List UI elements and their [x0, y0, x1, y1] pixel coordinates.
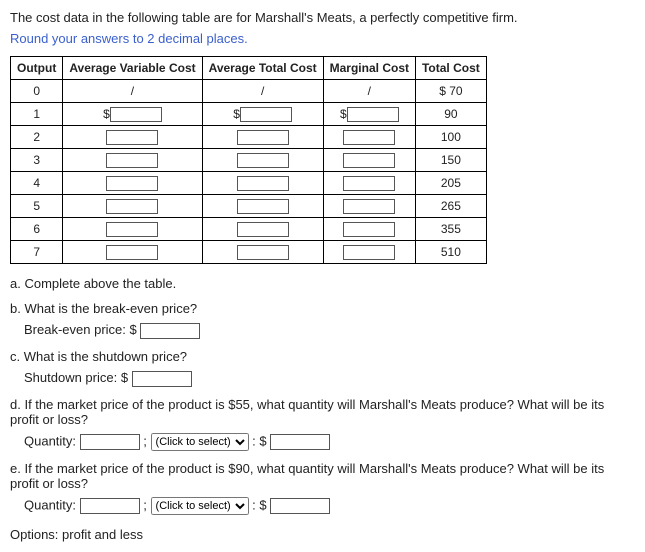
shutdown-label: Shutdown price: $ — [24, 370, 128, 385]
quantity-label: Quantity: — [24, 433, 76, 448]
colon-dollar: : $ — [252, 497, 266, 512]
mc-input[interactable] — [343, 176, 395, 191]
atc-input[interactable] — [237, 176, 289, 191]
part-a: a. Complete above the table. — [10, 276, 635, 291]
tc-cell: 510 — [415, 241, 486, 264]
mc-input[interactable] — [343, 130, 395, 145]
tc-cell: 355 — [415, 218, 486, 241]
output-cell: 2 — [11, 126, 63, 149]
mc-input[interactable] — [347, 107, 399, 122]
table-row: 6 355 — [11, 218, 487, 241]
table-row: 5 265 — [11, 195, 487, 218]
part-d: d. If the market price of the product is… — [10, 397, 635, 427]
mc-input[interactable] — [343, 199, 395, 214]
output-cell: 3 — [11, 149, 63, 172]
quantity-e-input[interactable] — [80, 498, 140, 514]
output-cell: 5 — [11, 195, 63, 218]
cost-table: Output Average Variable Cost Average Tot… — [10, 56, 487, 264]
col-output: Output — [11, 57, 63, 80]
quantity-d-input[interactable] — [80, 434, 140, 450]
options-footer: Options: profit and less — [10, 527, 635, 542]
avc-input[interactable] — [106, 153, 158, 168]
output-cell: 6 — [11, 218, 63, 241]
avc-input[interactable] — [106, 176, 158, 191]
break-even-label: Break-even price: $ — [24, 322, 137, 337]
avc-input[interactable] — [106, 199, 158, 214]
dollar-sign: $ — [103, 107, 110, 121]
avc-cell: / — [63, 80, 202, 103]
profit-loss-e-select[interactable]: (Click to select) — [151, 497, 249, 515]
colon-dollar: : $ — [252, 433, 266, 448]
atc-input[interactable] — [237, 130, 289, 145]
semi: ; — [143, 433, 147, 448]
avc-input[interactable] — [110, 107, 162, 122]
shutdown-input[interactable] — [132, 371, 192, 387]
table-row: 4 205 — [11, 172, 487, 195]
table-row: 3 150 — [11, 149, 487, 172]
break-even-input[interactable] — [140, 323, 200, 339]
col-avc: Average Variable Cost — [63, 57, 202, 80]
tc-cell: 205 — [415, 172, 486, 195]
mc-input[interactable] — [343, 245, 395, 260]
mc-input[interactable] — [343, 153, 395, 168]
rounding-instruction: Round your answers to 2 decimal places. — [10, 31, 635, 46]
tc-cell: 150 — [415, 149, 486, 172]
amount-e-input[interactable] — [270, 498, 330, 514]
dollar-sign: $ — [233, 107, 240, 121]
output-cell: 1 — [11, 103, 63, 126]
col-tc: Total Cost — [415, 57, 486, 80]
semi: ; — [143, 497, 147, 512]
amount-d-input[interactable] — [270, 434, 330, 450]
dollar-sign: $ — [340, 107, 347, 121]
table-row: 2 100 — [11, 126, 487, 149]
avc-input[interactable] — [106, 245, 158, 260]
intro-text: The cost data in the following table are… — [10, 10, 635, 25]
output-cell: 0 — [11, 80, 63, 103]
avc-input[interactable] — [106, 222, 158, 237]
atc-input[interactable] — [237, 245, 289, 260]
col-atc: Average Total Cost — [202, 57, 323, 80]
mc-cell: / — [323, 80, 415, 103]
atc-input[interactable] — [237, 222, 289, 237]
tc-cell: 90 — [415, 103, 486, 126]
tc-cell: $ 70 — [415, 80, 486, 103]
quantity-label: Quantity: — [24, 497, 76, 512]
tc-cell: 265 — [415, 195, 486, 218]
table-row: 7 510 — [11, 241, 487, 264]
profit-loss-d-select[interactable]: (Click to select) — [151, 433, 249, 451]
col-mc: Marginal Cost — [323, 57, 415, 80]
avc-input[interactable] — [106, 130, 158, 145]
atc-input[interactable] — [240, 107, 292, 122]
part-b: b. What is the break-even price? — [10, 301, 635, 316]
atc-input[interactable] — [237, 153, 289, 168]
table-row: 0 / / / $ 70 — [11, 80, 487, 103]
output-cell: 7 — [11, 241, 63, 264]
part-c: c. What is the shutdown price? — [10, 349, 635, 364]
output-cell: 4 — [11, 172, 63, 195]
part-e: e. If the market price of the product is… — [10, 461, 635, 491]
tc-cell: 100 — [415, 126, 486, 149]
table-row: 1 $ $ $ 90 — [11, 103, 487, 126]
atc-input[interactable] — [237, 199, 289, 214]
atc-cell: / — [202, 80, 323, 103]
mc-input[interactable] — [343, 222, 395, 237]
